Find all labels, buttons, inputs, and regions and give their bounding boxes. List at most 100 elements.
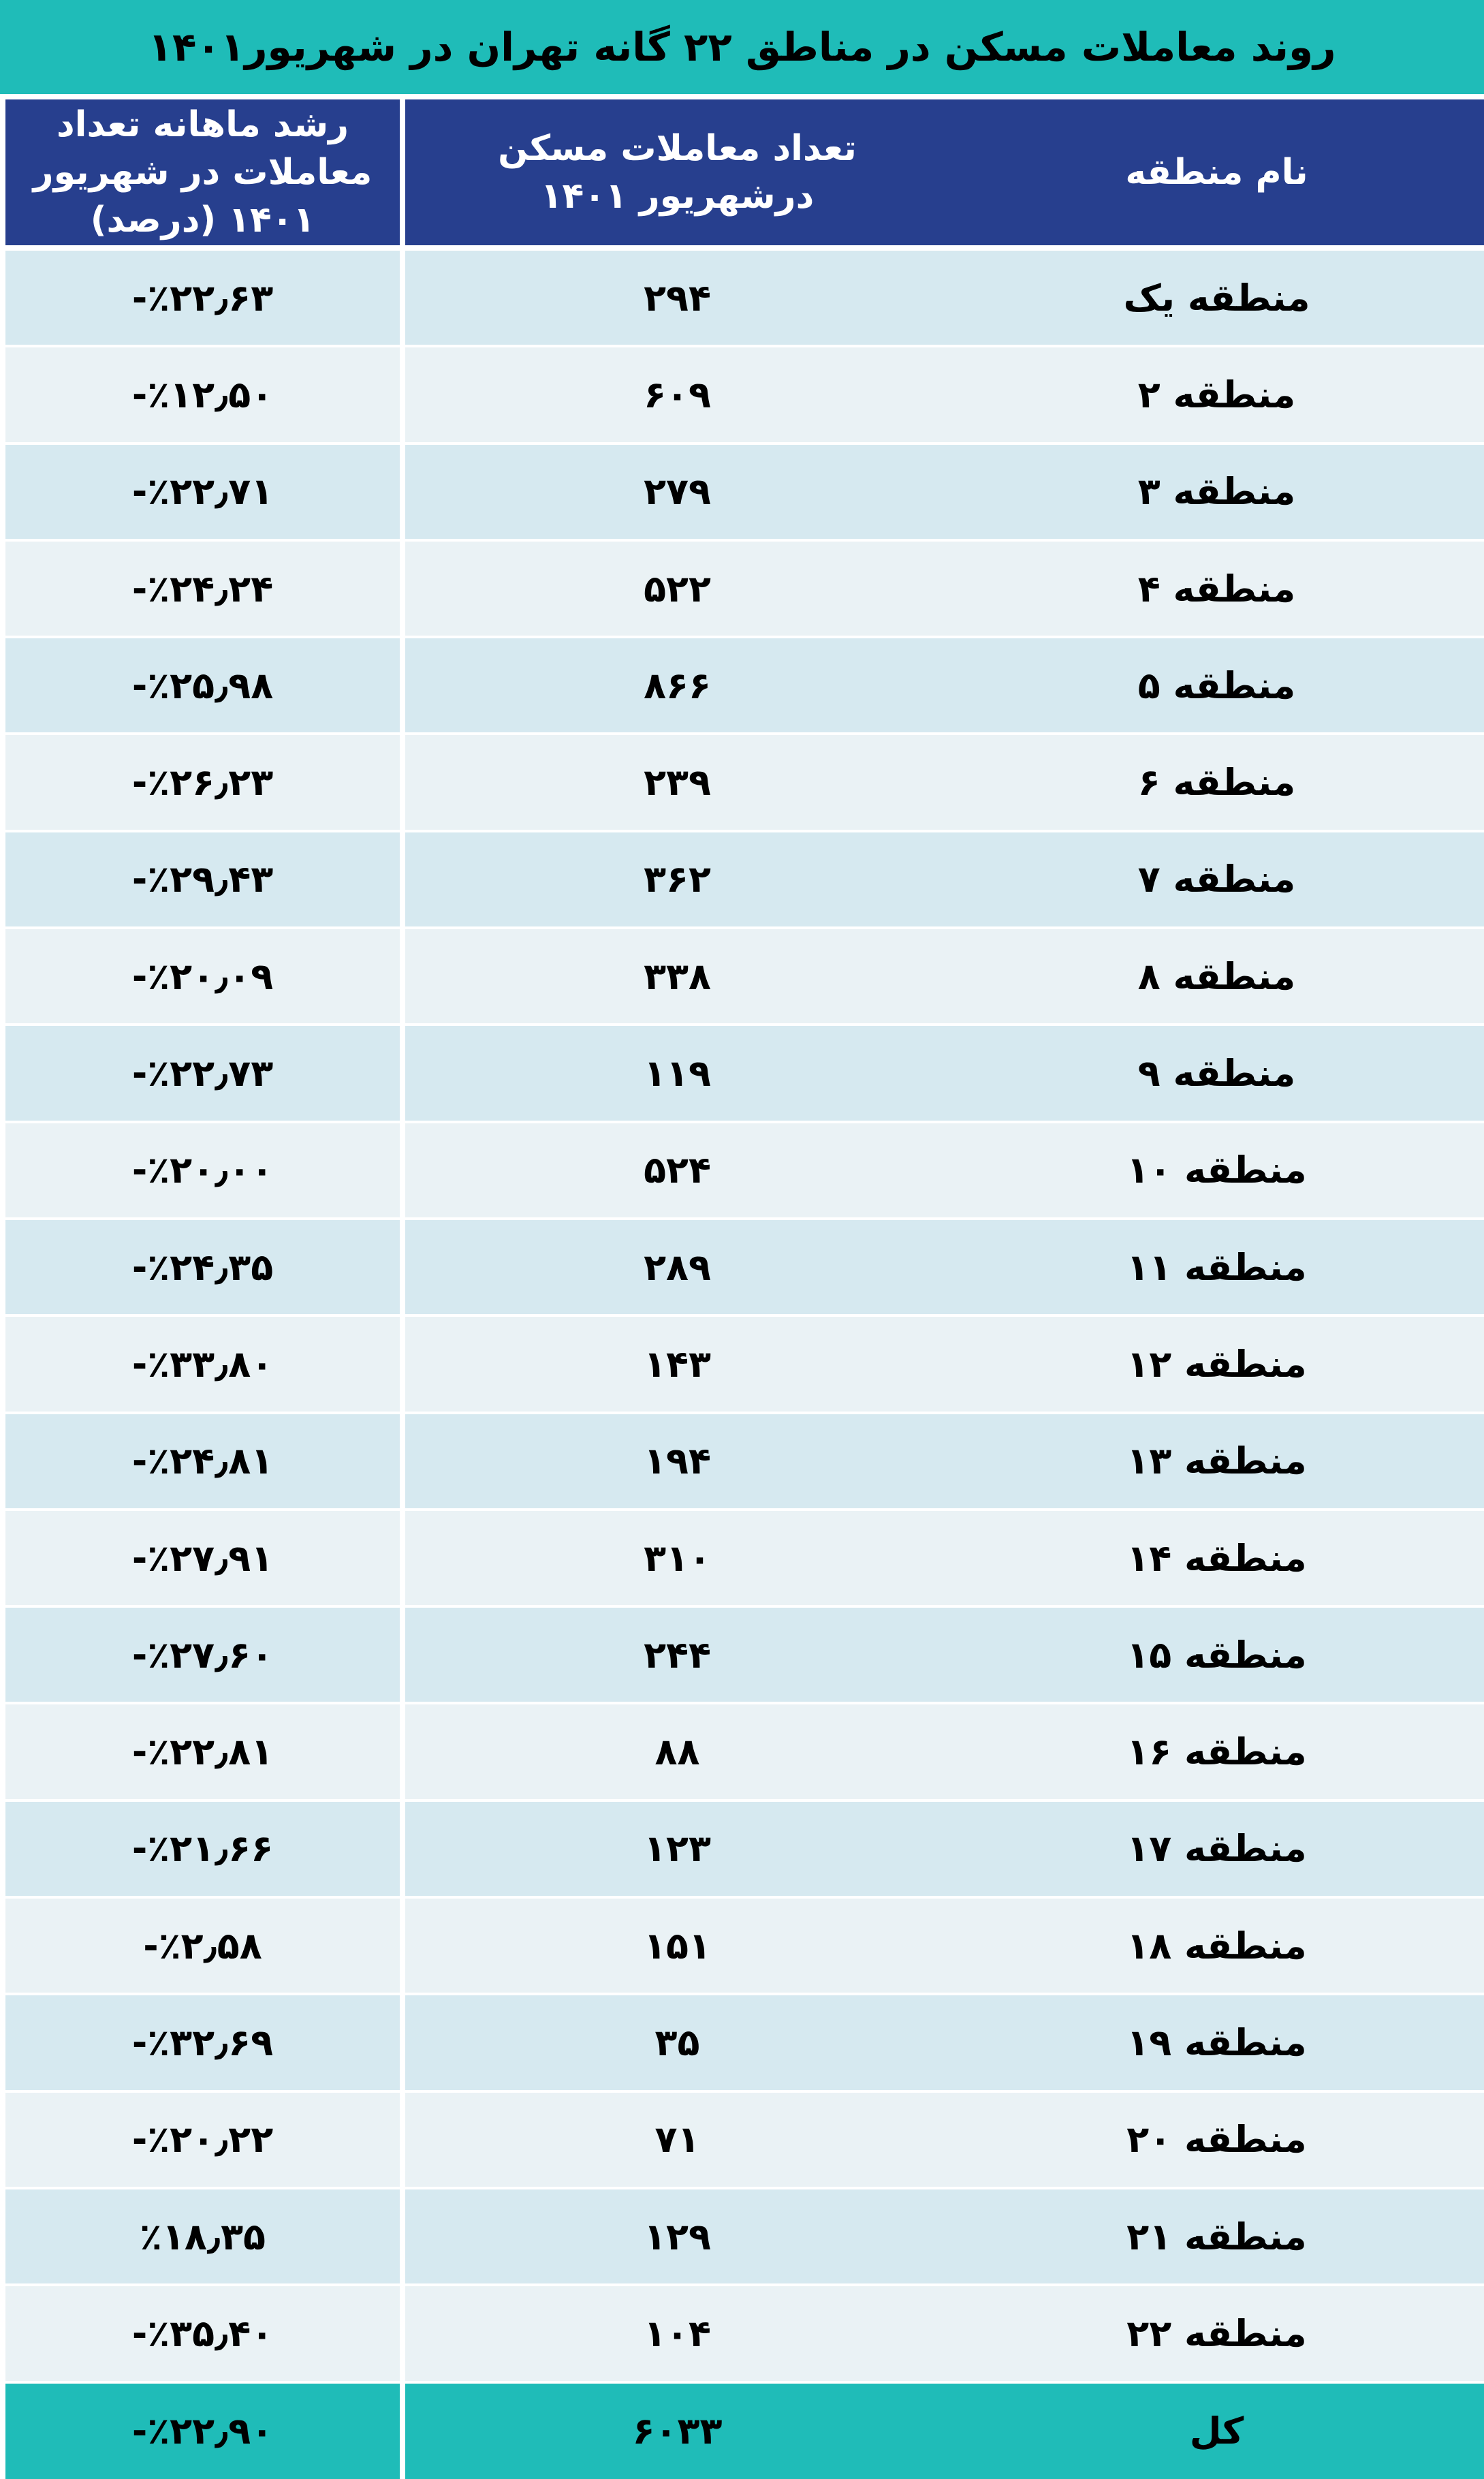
- transaction-count: ۳۶۲: [400, 832, 949, 927]
- monthly-growth-value: -٪۲۲٫۷۱: [131, 470, 274, 514]
- monthly-growth-value: -٪۲٫۵۸: [143, 1924, 262, 1967]
- table-row: منطقه ۳ ۲۷۹ -٪۲۲٫۷۱: [0, 444, 1484, 542]
- monthly-growth: -٪۲۴٫۲۴: [0, 541, 400, 636]
- table-title: روند معاملات مسکن در مناطق ۲۲ گانه تهران…: [0, 0, 1484, 94]
- region-name: منطقه ۱۵: [949, 1608, 1484, 1702]
- monthly-growth: -٪۲٫۵۸: [0, 1899, 400, 1993]
- monthly-growth: -٪۳۵٫۴۰: [0, 2286, 400, 2381]
- transaction-count: ۳۱۰: [400, 1510, 949, 1606]
- transaction-count: ۱۹۴: [400, 1414, 949, 1508]
- monthly-growth-value: -٪۲۴٫۳۵: [131, 1245, 274, 1289]
- total-growth: -٪۲۲٫۹۰: [0, 2383, 400, 2479]
- monthly-growth-value: -٪۲۰٫۰۰: [131, 1149, 274, 1192]
- monthly-growth: -٪۲۷٫۹۱: [0, 1510, 400, 1606]
- table-row: منطقه ۱۵ ۲۴۴ -٪۲۷٫۶۰: [0, 1608, 1484, 1705]
- monthly-growth: -٪۲۷٫۶۰: [0, 1608, 400, 1702]
- monthly-growth: -٪۲۶٫۲۳: [0, 735, 400, 830]
- monthly-growth-value: -٪۲۴٫۸۱: [131, 1439, 274, 1483]
- transaction-count: ۱۲۳: [400, 1801, 949, 1897]
- transaction-count: ۷۱: [400, 2092, 949, 2187]
- monthly-growth-value: -٪۲۵٫۹۸: [131, 664, 274, 707]
- total-label: کل: [949, 2383, 1484, 2479]
- region-name: منطقه ۲۰: [949, 2092, 1484, 2187]
- region-name: منطقه ۳: [949, 444, 1484, 539]
- monthly-growth: -٪۳۲٫۶۹: [0, 1995, 400, 2090]
- region-name: منطقه ۲۲: [949, 2286, 1484, 2381]
- region-name: منطقه ۵: [949, 638, 1484, 733]
- transaction-count: ۱۵۱: [400, 1899, 949, 1993]
- transaction-count: ۳۳۸: [400, 929, 949, 1024]
- monthly-growth-value: -٪۳۳٫۸۰: [131, 1342, 274, 1386]
- total-growth-value: -٪۲۲٫۹۰: [131, 2410, 274, 2453]
- monthly-growth: -٪۲۰٫۰۰: [0, 1123, 400, 1217]
- table-row: منطقه ۵ ۸۶۶ -٪۲۵٫۹۸: [0, 638, 1484, 736]
- transaction-count: ۲۹۴: [400, 251, 949, 345]
- region-name: منطقه ۷: [949, 832, 1484, 927]
- region-name: منطقه ۱۳: [949, 1414, 1484, 1508]
- monthly-growth-value: -٪۱۲٫۵۰: [131, 373, 274, 416]
- transaction-count: ۲۷۹: [400, 444, 949, 539]
- monthly-growth-value: -٪۲۶٫۲۳: [131, 761, 274, 805]
- region-name: منطقه ۱۷: [949, 1801, 1484, 1897]
- monthly-growth: -٪۲۱٫۶۶: [0, 1801, 400, 1897]
- monthly-growth: -٪۱۲٫۵۰: [0, 347, 400, 442]
- monthly-growth-value: -٪۲۰٫۰۹: [131, 954, 274, 998]
- header-region: نام منطقه: [949, 99, 1484, 245]
- table-row: منطقه یک ۲۹۴ -٪۲۲٫۶۳: [0, 251, 1484, 348]
- table-row: منطقه ۹ ۱۱۹ -٪۲۲٫۷۳: [0, 1026, 1484, 1123]
- table-row: منطقه ۸ ۳۳۸ -٪۲۰٫۰۹: [0, 929, 1484, 1027]
- monthly-growth-value: -٪۲۹٫۴۳: [131, 858, 274, 901]
- table-row: منطقه ۲۲ ۱۰۴ -٪۳۵٫۴۰: [0, 2286, 1484, 2384]
- region-name: منطقه ۱۸: [949, 1899, 1484, 1993]
- transaction-count: ۵۲۲: [400, 541, 949, 636]
- table-row: منطقه ۲ ۶۰۹ -٪۱۲٫۵۰: [0, 347, 1484, 445]
- table-row: منطقه ۷ ۳۶۲ -٪۲۹٫۴۳: [0, 832, 1484, 930]
- monthly-growth-value: -٪۲۷٫۶۰: [131, 1633, 274, 1677]
- table-row: منطقه ۱۰ ۵۲۴ -٪۲۰٫۰۰: [0, 1123, 1484, 1220]
- table-row: منطقه ۱۶ ۸۸ -٪۲۲٫۸۱: [0, 1704, 1484, 1802]
- transaction-count: ۶۰۹: [400, 347, 949, 442]
- monthly-growth: -٪۲۲٫۷۱: [0, 444, 400, 539]
- transaction-count: ۱۲۹: [400, 2189, 949, 2284]
- monthly-growth: -٪۳۳٫۸۰: [0, 1317, 400, 1412]
- table-row: منطقه ۱۹ ۳۵ -٪۳۲٫۶۹: [0, 1995, 1484, 2093]
- transaction-count: ۱۰۴: [400, 2286, 949, 2381]
- monthly-growth-value: -٪۲۴٫۲۴: [131, 567, 274, 610]
- transaction-count: ۲۸۹: [400, 1219, 949, 1315]
- region-name: منطقه ۱۴: [949, 1510, 1484, 1606]
- region-name: منطقه ۱۹: [949, 1995, 1484, 2090]
- housing-transactions-table: نام منطقه تعداد معاملات مسکن درشهریور ۱۴…: [0, 99, 1484, 2479]
- region-name: منطقه ۲: [949, 347, 1484, 442]
- monthly-growth: -٪۲۹٫۴۳: [0, 832, 400, 927]
- monthly-growth: -٪۲۴٫۳۵: [0, 1219, 400, 1315]
- monthly-growth: -٪۲۲٫۶۳: [0, 251, 400, 345]
- region-name: منطقه ۸: [949, 929, 1484, 1024]
- transaction-count: ۱۱۹: [400, 1026, 949, 1121]
- header-count: تعداد معاملات مسکن درشهریور ۱۴۰۱: [400, 99, 949, 245]
- transaction-count: ۵۲۴: [400, 1123, 949, 1217]
- region-name: منطقه یک: [949, 251, 1484, 345]
- total-count: ۶۰۳۳: [400, 2383, 949, 2479]
- region-name: منطقه ۹: [949, 1026, 1484, 1121]
- transaction-count: ۸۶۶: [400, 638, 949, 733]
- transaction-count: ۲۴۴: [400, 1608, 949, 1702]
- monthly-growth: -٪۲۴٫۸۱: [0, 1414, 400, 1508]
- transaction-count: ۲۳۹: [400, 735, 949, 830]
- monthly-growth-value: -٪۲۲٫۷۳: [131, 1052, 274, 1095]
- table-row: منطقه ۲۰ ۷۱ -٪۲۰٫۲۲: [0, 2092, 1484, 2189]
- total-row: کل ۶۰۳۳ -٪۲۲٫۹۰: [0, 2383, 1484, 2479]
- monthly-growth: -٪۲۲٫۷۳: [0, 1026, 400, 1121]
- monthly-growth-value: -٪۲۲٫۶۳: [131, 276, 274, 319]
- region-name: منطقه ۶: [949, 735, 1484, 830]
- region-name: منطقه ۱۶: [949, 1704, 1484, 1799]
- monthly-growth: -٪۲۲٫۸۱: [0, 1704, 400, 1799]
- monthly-growth-value: -٪۲۱٫۶۶: [131, 1827, 274, 1871]
- monthly-growth-value: ٪۱۸٫۳۵: [140, 2215, 266, 2258]
- table-row: منطقه ۱۳ ۱۹۴ -٪۲۴٫۸۱: [0, 1414, 1484, 1511]
- header-growth: رشد ماهانه تعداد معاملات در شهریور ۱۴۰۱ …: [0, 99, 400, 245]
- monthly-growth-value: -٪۲۲٫۸۱: [131, 1730, 274, 1774]
- region-name: منطقه ۱۲: [949, 1317, 1484, 1412]
- monthly-growth: -٪۲۰٫۲۲: [0, 2092, 400, 2187]
- monthly-growth-value: -٪۳۲٫۶۹: [131, 2021, 274, 2064]
- table-row: منطقه ۱۸ ۱۵۱ -٪۲٫۵۸: [0, 1899, 1484, 1996]
